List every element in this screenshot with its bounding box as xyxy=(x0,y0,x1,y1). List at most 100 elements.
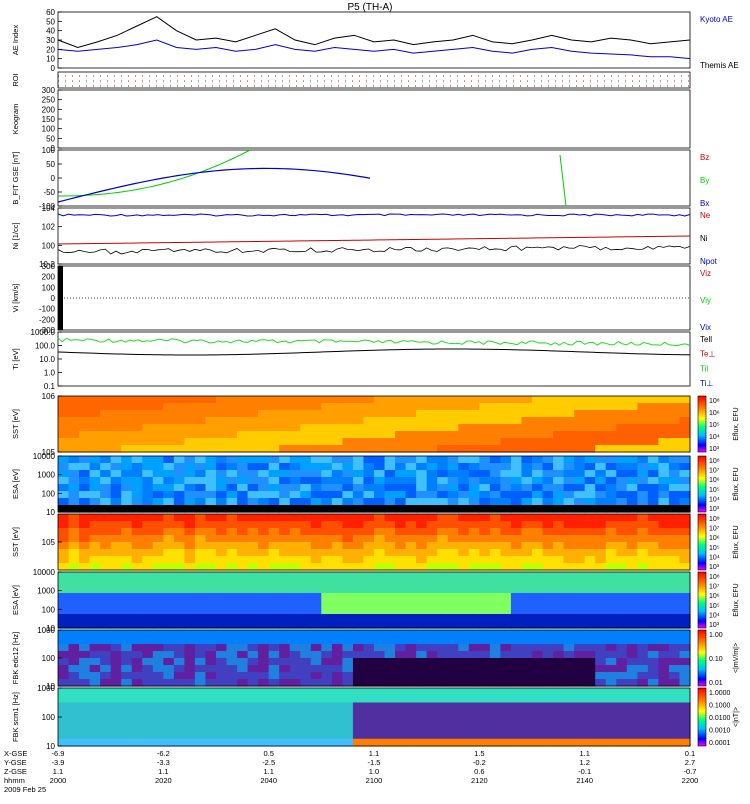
heatmap-cell xyxy=(310,438,322,446)
heatmap-cell xyxy=(226,484,238,492)
heatmap-cell xyxy=(458,572,470,580)
heatmap-cell xyxy=(205,445,217,453)
heatmap-cell xyxy=(374,498,386,506)
heatmap-cell xyxy=(363,498,375,506)
heatmap-cell xyxy=(258,563,270,571)
heatmap-cell xyxy=(510,738,523,747)
heatmap-cell xyxy=(489,477,501,485)
heatmap-cell xyxy=(352,528,365,536)
heatmap-cell xyxy=(184,665,196,673)
heatmap-cell xyxy=(321,556,333,564)
heatmap-cell xyxy=(616,593,628,601)
heatmap-cell xyxy=(289,417,301,425)
heatmap-cell xyxy=(658,724,670,733)
heatmap-cell xyxy=(500,528,512,536)
heatmap-cell xyxy=(68,717,80,725)
heatmap-cell xyxy=(616,695,628,704)
heatmap-cell xyxy=(321,679,333,687)
heatmap-cell xyxy=(184,709,196,718)
y-axis-label: ESA [eV] xyxy=(11,585,20,615)
heatmap-cell xyxy=(310,505,322,513)
heatmap-cell xyxy=(310,651,322,659)
heatmap-cell xyxy=(479,702,491,711)
heatmap-cell xyxy=(226,477,238,485)
heatmap-cell xyxy=(563,470,575,478)
heatmap-cell xyxy=(647,614,659,622)
heatmap-cell xyxy=(268,456,280,464)
heatmap-cell xyxy=(68,688,80,696)
heatmap-cell xyxy=(131,445,143,453)
heatmap-cell xyxy=(426,549,438,557)
colorbar-label: Eflux, EFU xyxy=(733,407,740,440)
heatmap-cell xyxy=(194,556,207,564)
heatmap-cell xyxy=(489,438,501,446)
heatmap-cell xyxy=(268,607,280,615)
heatmap-cell xyxy=(279,410,291,418)
heatmap-cell xyxy=(500,535,512,543)
heatmap-cell xyxy=(510,403,523,411)
heatmap-cell xyxy=(468,549,480,557)
heatmap-cell xyxy=(563,695,575,704)
heatmap-cell xyxy=(258,593,270,601)
heatmap-cell xyxy=(426,456,438,464)
heatmap-cell xyxy=(100,572,112,580)
heatmap-cell xyxy=(584,688,596,696)
bx-line xyxy=(57,167,371,203)
heatmap-cell xyxy=(468,600,480,608)
heatmap-cell xyxy=(532,679,544,687)
heatmap-cell xyxy=(384,396,396,404)
heatmap-cell xyxy=(279,477,291,485)
heatmap-cell xyxy=(668,731,681,740)
heatmap-cell xyxy=(458,672,470,680)
heatmap-cell xyxy=(395,542,407,550)
heatmap-cell xyxy=(605,563,617,571)
heatmap-cell xyxy=(510,514,523,522)
heatmap-cell xyxy=(331,431,343,439)
heatmap-cell xyxy=(637,477,649,485)
heatmap-cell xyxy=(258,738,270,747)
heatmap-cell xyxy=(416,651,428,659)
heatmap-cell xyxy=(468,445,480,453)
y-tick-label: 105 xyxy=(42,538,56,547)
heatmap-cell xyxy=(89,396,101,404)
heatmap-cell xyxy=(289,410,301,418)
heatmap-cell xyxy=(58,665,70,673)
heatmap-cell xyxy=(100,403,112,411)
colorbar xyxy=(697,687,707,747)
heatmap-cell xyxy=(321,535,333,543)
heatmap-cell xyxy=(489,417,501,425)
heatmap-cell xyxy=(584,724,596,733)
heatmap-cell xyxy=(416,665,428,673)
heatmap-cell xyxy=(331,724,343,733)
heatmap-cell xyxy=(289,614,301,622)
heatmap-cell xyxy=(542,600,554,608)
heatmap-cell xyxy=(237,410,249,418)
heatmap-cell xyxy=(563,563,575,571)
heatmap-cell xyxy=(279,438,291,446)
heatmap-cell xyxy=(279,484,291,492)
heatmap-cell xyxy=(542,403,554,411)
heatmap-cell xyxy=(205,702,217,711)
heatmap-cell xyxy=(395,709,407,718)
heatmap-cell xyxy=(300,549,312,557)
heatmap-cell xyxy=(468,717,480,725)
heatmap-cell xyxy=(658,637,670,645)
heatmap-cell xyxy=(194,463,207,471)
heatmap-cell xyxy=(616,403,628,411)
heatmap-cell xyxy=(121,593,133,601)
heatmap-cell xyxy=(152,630,164,638)
heatmap-cell xyxy=(679,396,691,404)
heatmap-cell xyxy=(100,396,112,404)
heatmap-cell xyxy=(374,665,386,673)
heatmap-cell xyxy=(268,505,280,513)
heatmap-cell xyxy=(310,463,322,471)
heatmap-cell xyxy=(574,672,586,680)
heatmap-cell xyxy=(510,621,523,629)
heatmap-cell xyxy=(426,410,438,418)
heatmap-cell xyxy=(152,563,164,571)
y-tick-label: 0 xyxy=(51,144,56,153)
heatmap-cell xyxy=(584,410,596,418)
heatmap-cell xyxy=(405,579,417,587)
heatmap-cell xyxy=(216,410,228,418)
heatmap-cell xyxy=(489,424,501,432)
